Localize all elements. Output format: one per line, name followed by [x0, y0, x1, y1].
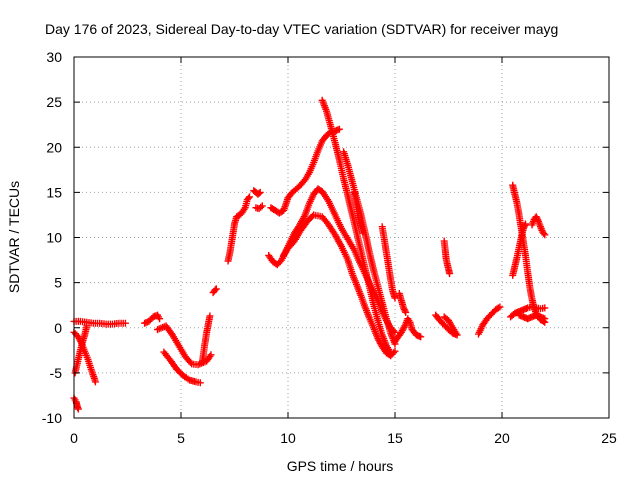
y-tick-label: -10 [42, 410, 62, 426]
series-arc-6 [154, 322, 215, 369]
series-arc-15 [280, 211, 399, 360]
data-point [540, 229, 548, 237]
series-arc-24 [475, 303, 504, 338]
series-arc-23 [440, 237, 454, 278]
data-point [211, 286, 219, 294]
x-tick-label: 15 [387, 430, 403, 446]
data-point [541, 231, 549, 239]
data-point [206, 352, 214, 360]
grid-lines [74, 57, 609, 418]
data-point [184, 375, 192, 383]
data-point [121, 319, 129, 327]
series-arc-7 [160, 348, 204, 387]
data-point [446, 270, 454, 278]
data-point [496, 303, 504, 311]
series-arc-5 [141, 311, 164, 327]
series-arc-12 [252, 202, 266, 213]
data-point [440, 313, 448, 321]
data-point [83, 322, 91, 330]
y-tick-label: 0 [54, 320, 62, 336]
data-point [258, 202, 266, 210]
data-point [206, 312, 214, 320]
y-tick-label: 30 [46, 49, 62, 65]
y-tick-label: 10 [46, 230, 62, 246]
series-arc-9 [209, 285, 220, 297]
series-arc-10 [224, 193, 253, 265]
series-arc-21 [391, 315, 425, 345]
data-point [387, 349, 395, 357]
series-arc-3 [71, 322, 91, 377]
data-point [240, 205, 248, 213]
data-point [442, 314, 450, 322]
y-axis-label: SDTVAR / TECUs [6, 181, 22, 293]
data-point [402, 308, 410, 316]
data-point [335, 125, 343, 133]
data-point [494, 304, 502, 312]
series-arc-27 [509, 220, 529, 279]
data-point [541, 304, 549, 312]
data-point [359, 229, 367, 237]
data-point [256, 188, 264, 196]
x-tick-labels: 0 5 10 15 20 25 [70, 430, 617, 446]
series-arc-8 [198, 312, 214, 366]
x-tick-label: 10 [280, 430, 296, 446]
series-arc-16 [318, 96, 395, 357]
y-tick-label: 20 [46, 139, 62, 155]
data-point [156, 315, 164, 323]
data-point [244, 194, 252, 202]
chart-title: Day 176 of 2023, Sidereal Day-to-day VTE… [45, 21, 558, 37]
series-arc-29 [515, 311, 549, 323]
data-point [391, 294, 399, 302]
y-tick-labels: -10 -5 0 5 10 15 20 25 30 [42, 49, 62, 426]
data-points [70, 96, 549, 413]
series-arc-19 [378, 223, 399, 302]
data-point [255, 189, 263, 197]
data-point [257, 203, 265, 211]
data-point [391, 328, 399, 336]
data-point [91, 378, 99, 386]
data-point [196, 379, 204, 387]
data-point [74, 405, 82, 413]
data-point [417, 333, 425, 341]
data-point [212, 285, 220, 293]
series-arc-18 [350, 188, 367, 237]
data-point [246, 193, 253, 201]
x-axis-label: GPS time / hours [287, 458, 394, 474]
y-tick-label: 25 [46, 94, 62, 110]
axis-ticks [73, 56, 610, 419]
data-point [74, 333, 82, 341]
x-tick-label: 20 [494, 430, 510, 446]
data-point [532, 213, 540, 221]
series-arc-28 [528, 213, 549, 239]
series-arc-13 [267, 125, 343, 217]
x-tick-label: 0 [70, 430, 78, 446]
x-tick-label: 5 [177, 430, 185, 446]
series-arc-20 [395, 290, 410, 316]
data-point [207, 351, 215, 359]
series-arc-11 [250, 187, 264, 198]
y-tick-label: 15 [46, 184, 62, 200]
x-tick-label: 25 [601, 430, 617, 446]
y-tick-label: 5 [54, 275, 62, 291]
data-point [541, 315, 549, 323]
series-arc-22 [432, 311, 461, 339]
y-tick-label: -5 [50, 365, 63, 381]
data-point [522, 220, 529, 228]
